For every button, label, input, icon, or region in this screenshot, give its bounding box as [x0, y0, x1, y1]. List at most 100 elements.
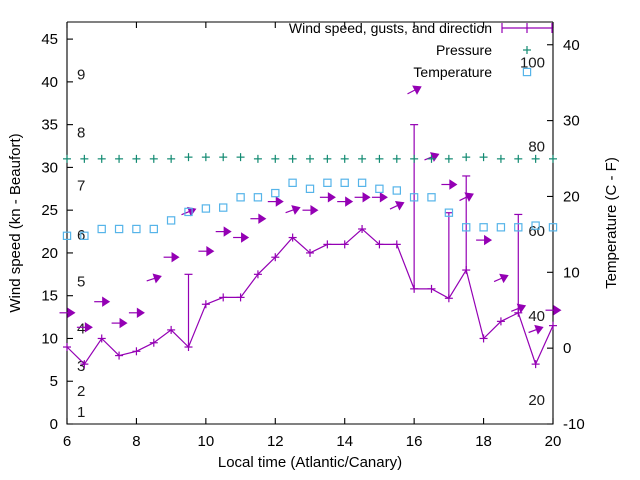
legend-label-temperature: Temperature — [413, 64, 492, 80]
y-tick-label: 15 — [41, 288, 58, 305]
wind-direction-arrow — [327, 192, 336, 203]
y-tick-label: 10 — [41, 330, 58, 347]
x-tick-label: 10 — [198, 433, 215, 450]
wind-direction-arrow — [362, 192, 371, 203]
temperature-point — [288, 178, 297, 187]
beaufort-label: 3 — [77, 358, 85, 375]
wind-direction-arrow — [430, 152, 440, 162]
x-tick-label: 16 — [406, 433, 423, 450]
wind-direction-arrow — [464, 192, 474, 202]
wind-direction-arrow — [499, 273, 509, 284]
wind-direction-arrow — [206, 245, 215, 257]
temperature-point — [253, 193, 263, 202]
fahrenheit-label: 60 — [528, 223, 545, 240]
x-tick-label: 18 — [475, 433, 492, 450]
wind-direction-arrow — [171, 251, 180, 263]
wind-direction-arrow — [412, 85, 422, 95]
temperature-point — [201, 204, 211, 213]
temperature-point — [479, 223, 488, 232]
wind-direction-arrow — [119, 317, 128, 329]
y-tick-label: 20 — [41, 245, 58, 262]
fahrenheit-label: 20 — [528, 392, 545, 409]
beaufort-label: 2 — [77, 383, 85, 400]
temperature-point — [97, 224, 106, 234]
y-tick-label: 0 — [50, 416, 58, 433]
axis-titles-layer: Wind speed (kn - Beaufort) Temperature (C… — [7, 133, 620, 471]
chart-legend: Wind speed, gusts, and direction Pressure… — [289, 20, 553, 80]
wind-direction-arrow — [449, 179, 458, 190]
x-tick-label: 14 — [336, 433, 353, 450]
y2-tick-label: 10 — [563, 264, 580, 281]
wind-direction-arrow — [345, 196, 354, 207]
wind-direction-arrow — [534, 324, 544, 335]
temperature-point — [149, 224, 158, 234]
temperature-point — [62, 231, 72, 240]
y2-tick-label: 30 — [563, 113, 580, 130]
fahrenheit-label: 40 — [528, 308, 545, 325]
temperature-point — [496, 223, 506, 232]
temperature-point — [514, 223, 523, 232]
plot-frame — [66, 22, 554, 425]
temperature-point — [357, 178, 367, 187]
x-axis-title: Local time (Atlantic/Canary) — [218, 454, 402, 471]
wind-direction-arrow — [379, 192, 388, 203]
temperature-point — [548, 223, 558, 232]
wind-direction-arrow — [291, 205, 301, 215]
y2-tick-label: 0 — [563, 340, 571, 357]
wind-direction-arrow — [394, 201, 405, 211]
temperature-point — [166, 216, 176, 225]
x-tick-label: 6 — [63, 433, 71, 450]
x-tick-label: 20 — [545, 433, 562, 450]
legend-label-wind: Wind speed, gusts, and direction — [289, 20, 492, 36]
temperature-point — [236, 193, 245, 202]
beaufort-label: 1 — [77, 404, 85, 421]
wind-direction-arrow — [136, 307, 145, 319]
wind-direction-arrow — [516, 303, 527, 314]
beaufort-label: 4 — [77, 320, 85, 337]
fahrenheit-label: 100 — [520, 54, 545, 71]
fahrenheit-label: 80 — [528, 139, 545, 156]
temperature-point — [219, 203, 228, 212]
legend-label-pressure: Pressure — [436, 42, 492, 58]
y-axis-title: Wind speed (kn - Beaufort) — [7, 133, 24, 312]
y-tick-label: 25 — [41, 202, 58, 219]
y-tick-label: 30 — [41, 159, 58, 176]
legend-temperature-marker — [522, 67, 532, 77]
wind-direction-arrow — [102, 296, 111, 307]
temperature-point — [392, 186, 402, 195]
y-tick-label: 45 — [41, 31, 58, 48]
y-tick-label: 5 — [50, 373, 58, 390]
x-tick-label: 12 — [267, 433, 284, 450]
wind-direction-arrow — [152, 273, 162, 284]
temperature-point — [132, 224, 141, 234]
temperature-point — [305, 184, 315, 193]
wind-direction-arrow — [223, 226, 232, 237]
wind-direction-arrow — [484, 234, 493, 246]
data-series-layer — [59, 85, 562, 369]
temperature-point — [114, 224, 124, 234]
beaufort-label: 9 — [77, 66, 85, 83]
temperature-point — [323, 178, 332, 187]
x-tick-label: 8 — [132, 433, 140, 450]
wind-direction-arrow — [67, 307, 76, 319]
y2-axis-title: Temperature (C - F) — [603, 157, 620, 289]
wind-direction-arrow — [553, 304, 562, 316]
beaufort-label: 8 — [77, 124, 85, 141]
temperature-point — [531, 221, 540, 230]
y2-tick-label: 20 — [563, 188, 580, 205]
temperature-point — [444, 208, 454, 217]
temperature-point — [271, 188, 280, 198]
beaufort-label: 7 — [77, 178, 85, 195]
wind-direction-arrow — [241, 232, 250, 243]
temperature-point — [427, 193, 436, 202]
temperature-point — [80, 231, 89, 240]
y-tick-label: 35 — [41, 117, 58, 134]
wind-direction-arrow — [310, 204, 319, 216]
temperature-point — [184, 207, 193, 217]
temperature-point — [409, 193, 419, 202]
y2-tick-label: -10 — [563, 416, 585, 433]
